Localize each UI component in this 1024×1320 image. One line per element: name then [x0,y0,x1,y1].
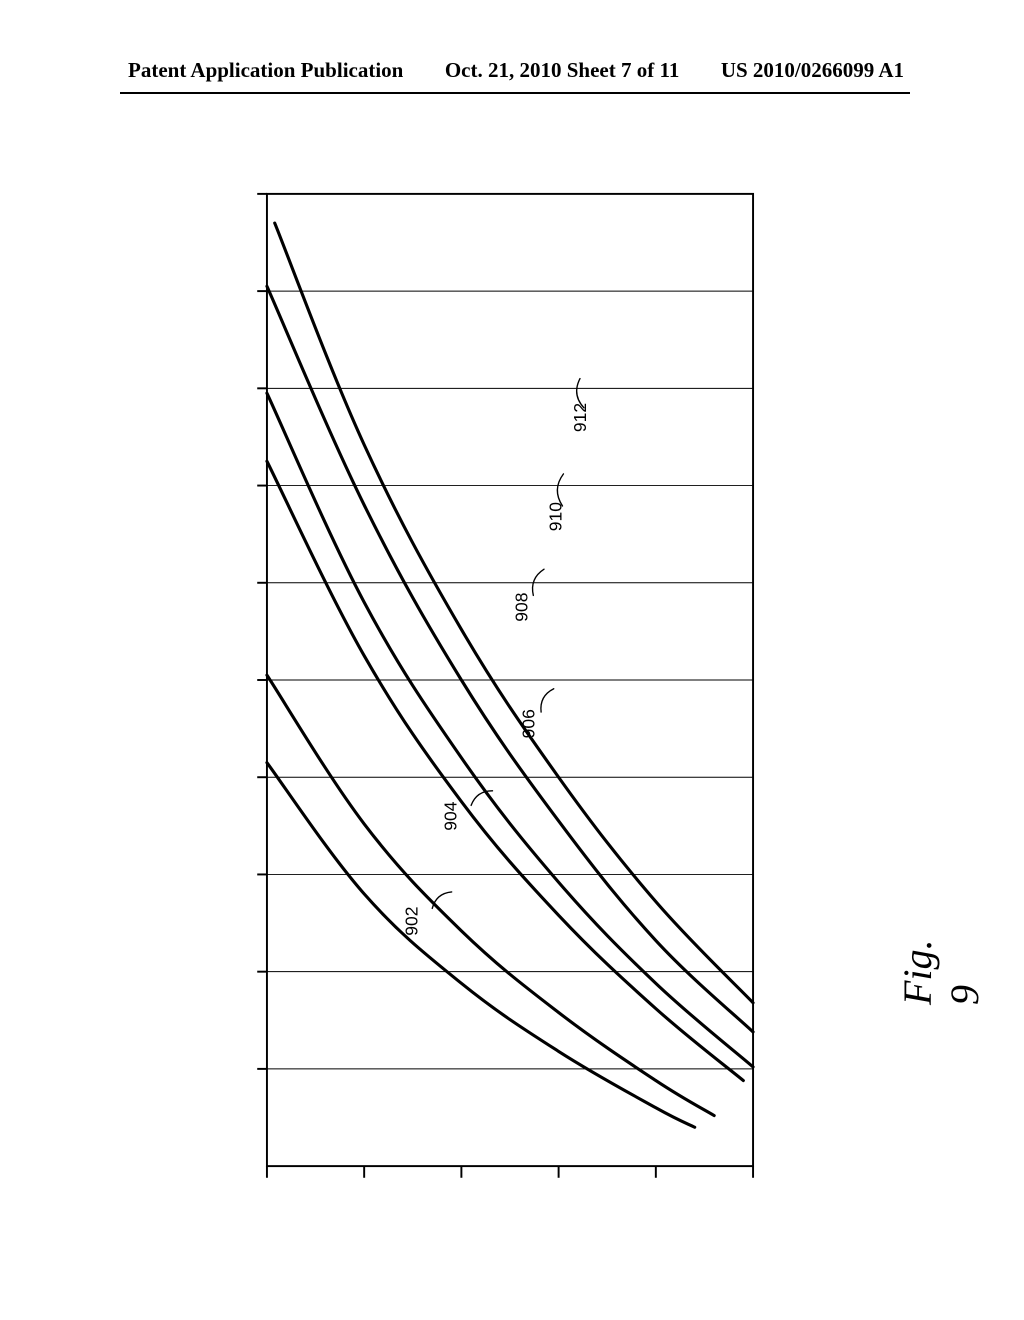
plot-svg: 902 904 906 908 910 912 [150,155,870,1205]
curve-label-902: 902 [402,907,422,936]
curve-label-912: 912 [570,403,590,432]
curve-label-906: 906 [518,709,538,738]
figure-9: 902904906908910912 Fig. 9 [150,155,870,1205]
curve-label-908: 908 [512,592,532,621]
header-right: US 2010/0266099 A1 [721,58,904,83]
header-center: Oct. 21, 2010 Sheet 7 of 11 [445,58,679,83]
figure-caption: Fig. 9 [894,939,988,1005]
page-header: Patent Application Publication Oct. 21, … [0,58,1024,83]
curve-label-904: 904 [441,801,461,830]
header-rule [120,92,910,94]
header-left: Patent Application Publication [128,58,403,83]
curve-label-910: 910 [546,502,566,531]
